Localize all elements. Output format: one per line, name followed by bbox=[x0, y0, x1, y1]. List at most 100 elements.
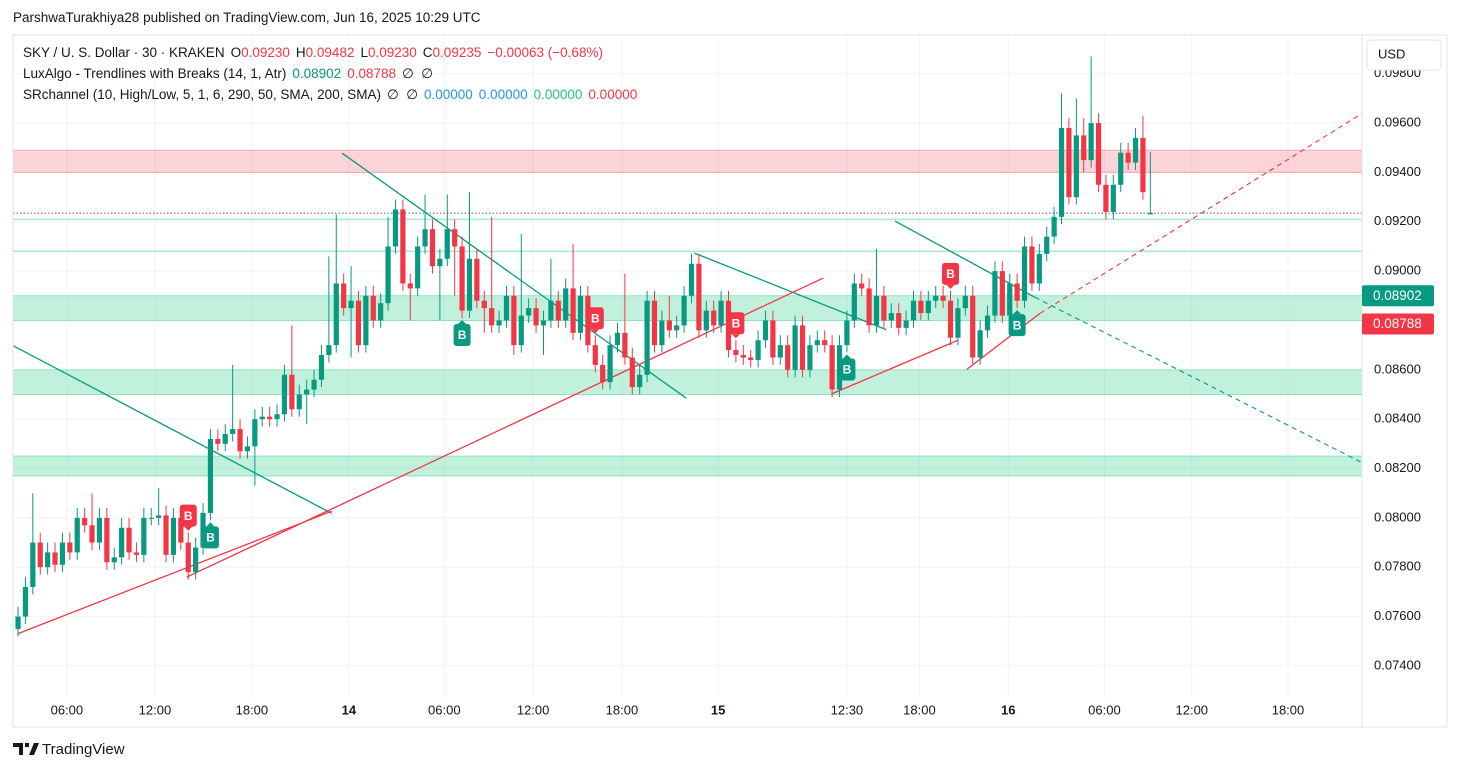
candle-body bbox=[67, 542, 73, 553]
candle-body bbox=[637, 374, 643, 388]
candle-body bbox=[400, 209, 406, 284]
candle-body bbox=[363, 295, 369, 346]
candle-body bbox=[822, 340, 828, 346]
indicator-value: 0.08902 bbox=[292, 66, 342, 81]
candle-body bbox=[15, 616, 21, 629]
candle-body bbox=[577, 295, 584, 333]
candle-body bbox=[82, 517, 88, 526]
x-tick-label: 12:00 bbox=[139, 702, 172, 717]
indicator-tail: ∅ ∅ bbox=[402, 66, 434, 81]
candle-body bbox=[237, 429, 243, 452]
currency: USD bbox=[1378, 46, 1405, 61]
candle-body bbox=[452, 229, 458, 247]
candle-body bbox=[511, 295, 517, 346]
candle-body bbox=[392, 209, 399, 247]
x-tick-label: 18:00 bbox=[903, 702, 936, 717]
candle-body bbox=[1140, 137, 1146, 193]
indicator-name: LuxAlgo - Trendlines with Breaks (14, 1,… bbox=[23, 66, 287, 81]
candle-body bbox=[215, 438, 221, 444]
indicator-value: 0.08788 bbox=[347, 66, 396, 81]
symbol: SKY / U. S. Dollar · 30 · KRAKEN bbox=[23, 45, 225, 60]
candle-body bbox=[355, 300, 362, 346]
candle-body bbox=[933, 295, 939, 301]
candle-body bbox=[733, 350, 739, 356]
ohlc-value: 0.09482 bbox=[305, 45, 355, 60]
x-tick-label: 06:00 bbox=[428, 702, 461, 717]
candle-body bbox=[1044, 236, 1050, 254]
break-label-bg bbox=[1008, 314, 1026, 337]
candle-body bbox=[918, 300, 924, 314]
candle-body bbox=[422, 229, 428, 247]
break-label-pointer bbox=[458, 320, 467, 325]
candle-body bbox=[259, 416, 265, 420]
candle-body bbox=[104, 517, 110, 563]
candle-body bbox=[133, 552, 140, 555]
candle-body bbox=[126, 527, 132, 553]
price-label-bg bbox=[1362, 313, 1434, 335]
candle-body bbox=[1132, 137, 1139, 163]
trendline-extension bbox=[1034, 296, 1361, 463]
candle-body bbox=[600, 364, 606, 383]
x-tick-label: 15 bbox=[711, 702, 725, 717]
ohlc-value: 0.09235 bbox=[432, 45, 482, 60]
candle-body bbox=[289, 374, 295, 410]
candle-body bbox=[1007, 283, 1013, 316]
candle-body bbox=[563, 288, 569, 321]
trendline bbox=[341, 152, 687, 399]
indicator-value: 0.00000 bbox=[423, 87, 473, 102]
candle-body bbox=[962, 295, 968, 309]
legend-indicator: LuxAlgo - Trendlines with Breaks (14, 1,… bbox=[23, 65, 439, 83]
ohlc-key: H bbox=[295, 45, 306, 60]
x-tick-label: 12:00 bbox=[517, 702, 550, 717]
break-label: B bbox=[184, 509, 193, 523]
candle-body bbox=[1081, 135, 1087, 161]
candle-body bbox=[896, 313, 902, 328]
candle-body bbox=[52, 552, 58, 565]
candle-body bbox=[903, 320, 909, 328]
candle-body bbox=[866, 288, 872, 326]
candle-body bbox=[540, 320, 547, 326]
break-label-bg bbox=[942, 262, 960, 285]
candle-body bbox=[1125, 152, 1131, 163]
indicator-tail: ∅ ∅ bbox=[386, 87, 418, 102]
candle-body bbox=[148, 517, 154, 519]
sr-zone bbox=[13, 456, 1362, 476]
x-tick-label: 12:00 bbox=[1176, 702, 1209, 717]
candle-body bbox=[318, 355, 325, 380]
candle-body bbox=[267, 416, 273, 420]
candle-body bbox=[252, 419, 258, 447]
candle-body bbox=[96, 517, 103, 543]
candle-body bbox=[1095, 123, 1102, 185]
break-label-bg bbox=[586, 307, 604, 330]
candle-body bbox=[437, 258, 443, 267]
indicator-value: 0.00000 bbox=[478, 87, 528, 102]
y-tick-label: 0.09600 bbox=[1374, 115, 1421, 130]
break-label-bg bbox=[838, 358, 856, 381]
break-label: B bbox=[843, 363, 852, 377]
candle-body bbox=[940, 295, 946, 301]
candle-body bbox=[407, 283, 413, 289]
candle-body bbox=[1029, 246, 1035, 284]
candle-body bbox=[1051, 216, 1057, 237]
candle-body bbox=[740, 355, 746, 358]
candle-body bbox=[429, 229, 436, 267]
indicator-value: 0.00000 bbox=[533, 87, 583, 102]
candle-body bbox=[22, 586, 29, 617]
candle-body bbox=[792, 325, 798, 370]
price-label: 0.08902 bbox=[1373, 288, 1422, 303]
change: −0.00063 (−0.68%) bbox=[487, 45, 603, 60]
candle-body bbox=[59, 542, 66, 565]
candle-body bbox=[873, 295, 880, 326]
candle-body bbox=[651, 300, 658, 346]
candle-body bbox=[348, 300, 354, 309]
candle-body bbox=[1147, 213, 1153, 215]
candle-body bbox=[1066, 128, 1072, 198]
y-tick-label: 0.07400 bbox=[1374, 657, 1421, 672]
candle-body bbox=[910, 300, 917, 321]
break-label: B bbox=[1013, 318, 1022, 332]
break-label-bg bbox=[201, 526, 219, 549]
x-tick-label: 18:00 bbox=[236, 702, 269, 717]
candle-body bbox=[755, 340, 761, 360]
candle-body bbox=[1088, 123, 1094, 161]
